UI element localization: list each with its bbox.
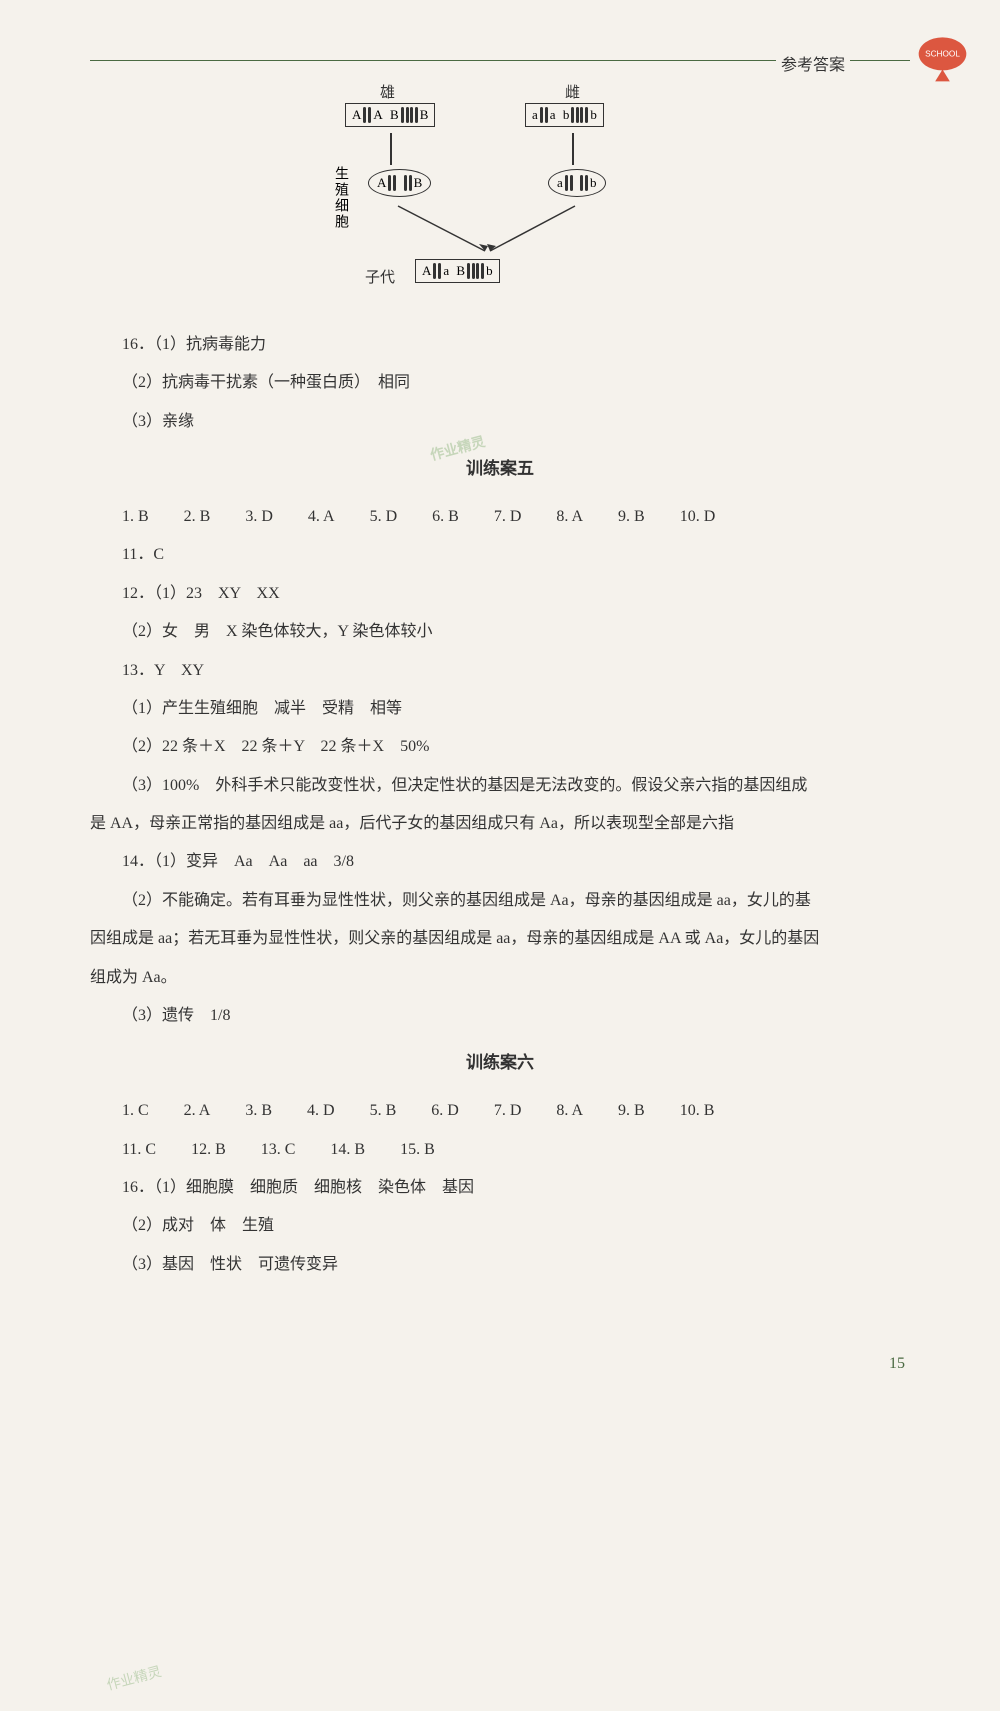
mc-answer: 9. B xyxy=(618,508,645,525)
q14-2b: 因组成是 aa；若无耳垂为显性性状，则父亲的基因组成是 aa，母亲的基因组成是 … xyxy=(90,920,910,958)
mc-answer: 1. B xyxy=(122,508,149,525)
q14-1: 14．（1）变异 Aa Aa aa 3/8 xyxy=(90,843,910,881)
q13-3a: （3）100% 外科手术只能改变性状，但决定性状的基因是无法改变的。假设父亲六指… xyxy=(90,767,910,805)
parent-male-box: AA BB xyxy=(345,103,435,127)
mc-answer: 4. D xyxy=(307,1102,335,1119)
mc-answer: 8. A xyxy=(556,1102,583,1119)
section6-mc-row2: 11. C 12. B 13. C 14. B 15. B xyxy=(90,1131,910,1169)
mc-answer: 12. B xyxy=(191,1141,226,1158)
mc-answer: 5. D xyxy=(370,508,398,525)
mc-answer: 10. B xyxy=(680,1102,715,1119)
section6-title: 训练案六 xyxy=(90,1043,910,1084)
q12-1: 12．（1）23 XY XX xyxy=(90,575,910,613)
male-label: 雄 xyxy=(380,81,395,102)
mc-answer: 3. D xyxy=(245,508,273,525)
q14-2c: 组成为 Aa。 xyxy=(90,959,910,997)
section5-mc-row1: 1. B 2. B 3. D 4. A 5. D 6. B 7. D 8. A 9. B 10. … xyxy=(90,498,910,536)
mc-answer: 4. A xyxy=(308,508,335,525)
q12-2: （2）女 男 X 染色体较大，Y 染色体较小 xyxy=(90,613,910,651)
header-rule: 参考答案 SCHOOL xyxy=(90,60,910,61)
mc-answer: 6. D xyxy=(431,1102,459,1119)
mc-answer: 1. C xyxy=(122,1102,149,1119)
q16-1b: 16．（1）细胞膜 细胞质 细胞核 染色体 基因 xyxy=(90,1169,910,1207)
mc-answer: 2. A xyxy=(184,1102,211,1119)
mc-answer: 9. B xyxy=(618,1102,645,1119)
mc-answer: 14. B xyxy=(330,1141,365,1158)
offspring-box: Aa Bb xyxy=(415,259,500,283)
logo-text: SCHOOL xyxy=(925,50,960,59)
school-logo: SCHOOL xyxy=(915,31,970,86)
mc-answer: 10. D xyxy=(680,508,716,525)
mc-answer: 5. B xyxy=(370,1102,397,1119)
watermark: 作业精灵 xyxy=(72,1656,166,1711)
gamete-label: 生殖细胞 xyxy=(330,166,350,230)
mc-answer: 11. C xyxy=(122,1141,156,1158)
offspring-label: 子代 xyxy=(365,266,395,287)
mc-answer: 8. A xyxy=(556,508,583,525)
genetics-diagram: 雄 雌 AA BB aa bb 生殖细胞 A B a b 子代 Aa Bb xyxy=(330,81,670,301)
header-label: 参考答案 xyxy=(776,51,850,75)
q16-3b: （3）基因 性状 可遗传变异 xyxy=(90,1246,910,1284)
mc-answer: 6. B xyxy=(432,508,459,525)
gamete-male: A B xyxy=(368,169,431,197)
q13-2: （2）22 条＋X 22 条＋Y 22 条＋X 50% xyxy=(90,728,910,766)
content-body: 16．（1）抗病毒能力 （2）抗病毒干扰素（一种蛋白质） 相同 （3）亲缘 作业… xyxy=(90,326,910,1284)
mc-answer: 3. B xyxy=(245,1102,272,1119)
mc-answer: 15. B xyxy=(400,1141,435,1158)
mc-answer: 7. D xyxy=(494,1102,522,1119)
q16-3: （3）亲缘 xyxy=(90,403,910,441)
gamete-female: a b xyxy=(548,169,606,197)
female-label: 雌 xyxy=(565,81,580,102)
section5-mc-row2: 11．C xyxy=(90,536,910,574)
page-number: 15 xyxy=(889,1355,905,1373)
section5-title: 作业精灵 训练案五 xyxy=(90,449,910,490)
section6-mc-row1: 1. C 2. A 3. B 4. D 5. B 6. D 7. D 8. A 9. B 10. … xyxy=(90,1092,910,1130)
q16-1: 16．（1）抗病毒能力 xyxy=(90,326,910,364)
q14-3: （3）遗传 1/8 xyxy=(90,997,910,1035)
mc-answer: 2. B xyxy=(184,508,211,525)
mc-answer: 7. D xyxy=(494,508,522,525)
mc-answer: 13. C xyxy=(261,1141,296,1158)
q16-2: （2）抗病毒干扰素（一种蛋白质） 相同 xyxy=(90,364,910,402)
q13-3b: 是 AA，母亲正常指的基因组成是 aa，后代子女的基因组成只有 Aa，所以表现型… xyxy=(90,805,910,843)
q13-1: （1）产生生殖细胞 减半 受精 相等 xyxy=(90,690,910,728)
q16-2b: （2）成对 体 生殖 xyxy=(90,1207,910,1245)
parent-female-box: aa bb xyxy=(525,103,604,127)
q13: 13．Y XY xyxy=(90,652,910,690)
q14-2a: 作业精灵 （2）不能确定。若有耳垂为显性性状，则父亲的基因组成是 Aa，母亲的基… xyxy=(90,882,910,920)
